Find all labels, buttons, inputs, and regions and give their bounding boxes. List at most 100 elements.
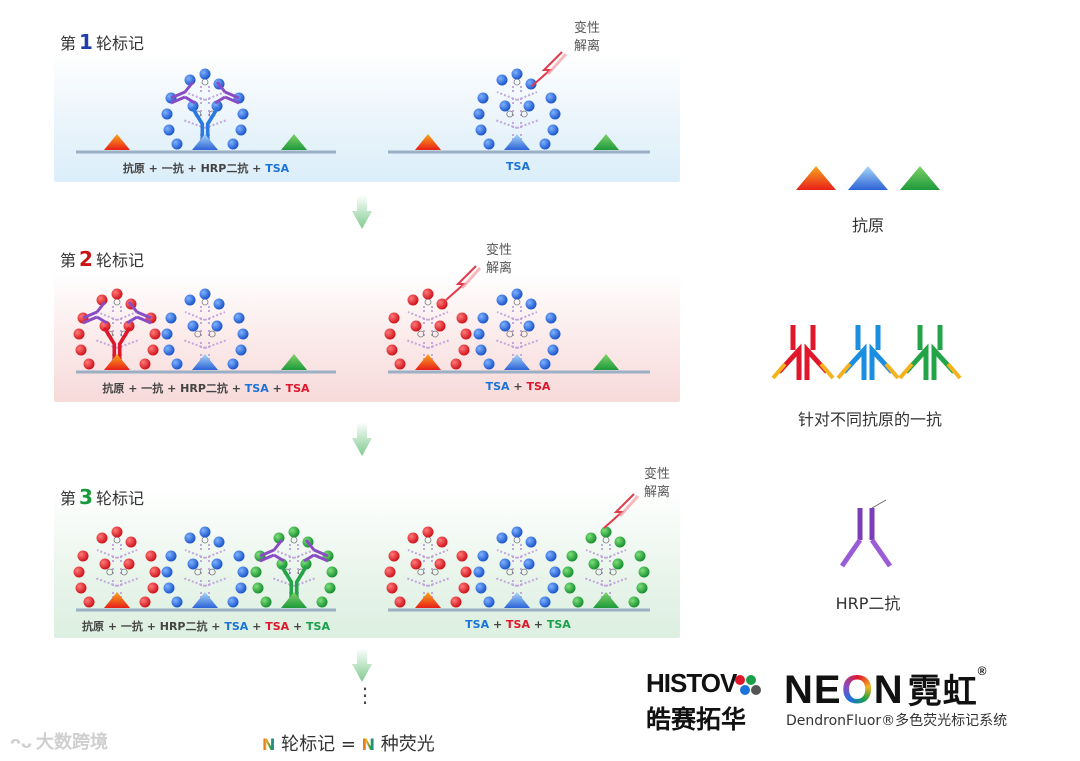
red-fluorophore — [145, 550, 157, 562]
orange-antigen-triangle — [104, 134, 130, 150]
red-fluorophore — [450, 596, 462, 608]
legend-hrp-antibody — [839, 499, 893, 568]
green-antigen-triangle — [281, 592, 307, 608]
red-fluorophore — [388, 312, 400, 324]
histov-logo: HISTOV — [646, 668, 737, 698]
red-fluorophore — [75, 344, 87, 356]
blue-fluorophore — [211, 100, 223, 112]
blue-fluorophore — [477, 92, 489, 104]
blue-fluorophore — [545, 550, 557, 562]
blue-fluorophore — [549, 108, 561, 120]
step-text: 抗原 + 一抗 + HRP二抗 + — [81, 620, 225, 633]
blue-fluorophore — [539, 358, 551, 370]
red-fluorophore — [407, 294, 419, 306]
red-primary-antibody — [102, 326, 132, 362]
molecules — [73, 51, 650, 608]
red-fluorophore — [388, 550, 400, 562]
watermark-icon: ᴖᴗ — [10, 733, 32, 752]
red-fluorophore — [77, 550, 89, 562]
red-tsa-cluster — [73, 288, 161, 370]
red-fluorophore — [111, 288, 123, 300]
blue-fluorophore — [525, 536, 537, 548]
green-antigen-triangle — [593, 592, 619, 608]
blue-fluorophore — [161, 566, 173, 578]
down-arrow-icon — [352, 422, 372, 456]
blue-fluorophore — [199, 526, 211, 538]
green-fluorophore — [288, 526, 300, 538]
red-fluorophore — [384, 328, 396, 340]
blue-antigen-triangle — [504, 354, 530, 370]
blue-tsa-cluster — [161, 526, 249, 608]
blue-fluorophore — [483, 358, 495, 370]
red-fluorophore — [123, 558, 135, 570]
red-fluorophore — [456, 312, 468, 324]
step-text: + — [489, 618, 507, 631]
red-fluorophore — [149, 328, 161, 340]
red-fluorophore — [434, 320, 446, 332]
red-fluorophore — [458, 344, 470, 356]
blue-fluorophore — [227, 138, 239, 150]
blue-fluorophore — [499, 558, 511, 570]
orange-antigen-triangle — [415, 134, 441, 150]
red-fluorophore — [147, 344, 159, 356]
blue-fluorophore — [165, 312, 177, 324]
step-text: 抗原 + 一抗 + HRP二抗 + — [122, 162, 266, 175]
blue-fluorophore — [499, 100, 511, 112]
bottom-equation: N 轮标记 = N 种荧光 — [262, 734, 435, 755]
red-fluorophore — [436, 536, 448, 548]
blue-fluorophore — [483, 138, 495, 150]
denature-beam — [460, 266, 482, 290]
blue-fluorophore — [235, 582, 247, 594]
step-text: TSA — [265, 162, 290, 175]
green-antigen-triangle — [593, 354, 619, 370]
green-fluorophore — [588, 558, 600, 570]
histov-dots-icon — [735, 675, 761, 695]
red-fluorophore — [422, 288, 434, 300]
blue-fluorophore — [525, 298, 537, 310]
denature-label-2: 变性 解离 — [486, 243, 513, 276]
step-text: TSA — [506, 160, 530, 173]
blue-fluorophore — [525, 78, 537, 90]
green-fluorophore — [300, 558, 312, 570]
red-fluorophore — [407, 532, 419, 544]
round-3-panel — [54, 488, 680, 638]
blue-antigen-triangle — [504, 134, 530, 150]
blue-fluorophore — [199, 68, 211, 80]
green-fluorophore — [562, 566, 574, 578]
blue-fluorophore — [511, 68, 523, 80]
green-fluorophore — [638, 566, 650, 578]
green-tsa-cluster — [562, 526, 650, 608]
green-fluorophore — [614, 536, 626, 548]
green-fluorophore — [585, 532, 597, 544]
blue-fluorophore — [211, 558, 223, 570]
hrp-secondary-antibody — [259, 539, 285, 563]
blue-fluorophore — [496, 74, 508, 86]
blue-fluorophore — [523, 100, 535, 112]
blue-tsa-cluster — [473, 526, 561, 608]
blue-fluorophore — [475, 582, 487, 594]
hrp-secondary-antibody — [170, 81, 196, 105]
blue-fluorophore — [235, 344, 247, 356]
round-2-right-steps: TSA + TSA — [388, 380, 648, 393]
step-text: + — [509, 380, 527, 393]
blue-fluorophore — [165, 550, 177, 562]
red-fluorophore — [460, 566, 472, 578]
blue-fluorophore — [213, 536, 225, 548]
round-2-left-steps: 抗原 + 一抗 + HRP二抗 + TSA + TSA — [76, 380, 336, 396]
blue-fluorophore — [549, 328, 561, 340]
n-badge-right: N — [361, 735, 376, 754]
blue-fluorophore — [475, 124, 487, 136]
step-text: + — [248, 620, 266, 633]
orange-antigen-triangle — [104, 592, 130, 608]
legend-primary-antibody — [771, 325, 835, 380]
red-fluorophore — [460, 328, 472, 340]
blue-fluorophore — [171, 596, 183, 608]
green-tsa-cluster — [250, 526, 338, 608]
red-fluorophore — [96, 532, 108, 544]
legend-primary-antibody — [836, 325, 900, 380]
ellipsis-vertical: ⋮ — [355, 683, 375, 707]
down-arrow-icon — [352, 195, 372, 229]
blue-fluorophore — [483, 596, 495, 608]
green-fluorophore — [250, 566, 262, 578]
red-fluorophore — [458, 582, 470, 594]
